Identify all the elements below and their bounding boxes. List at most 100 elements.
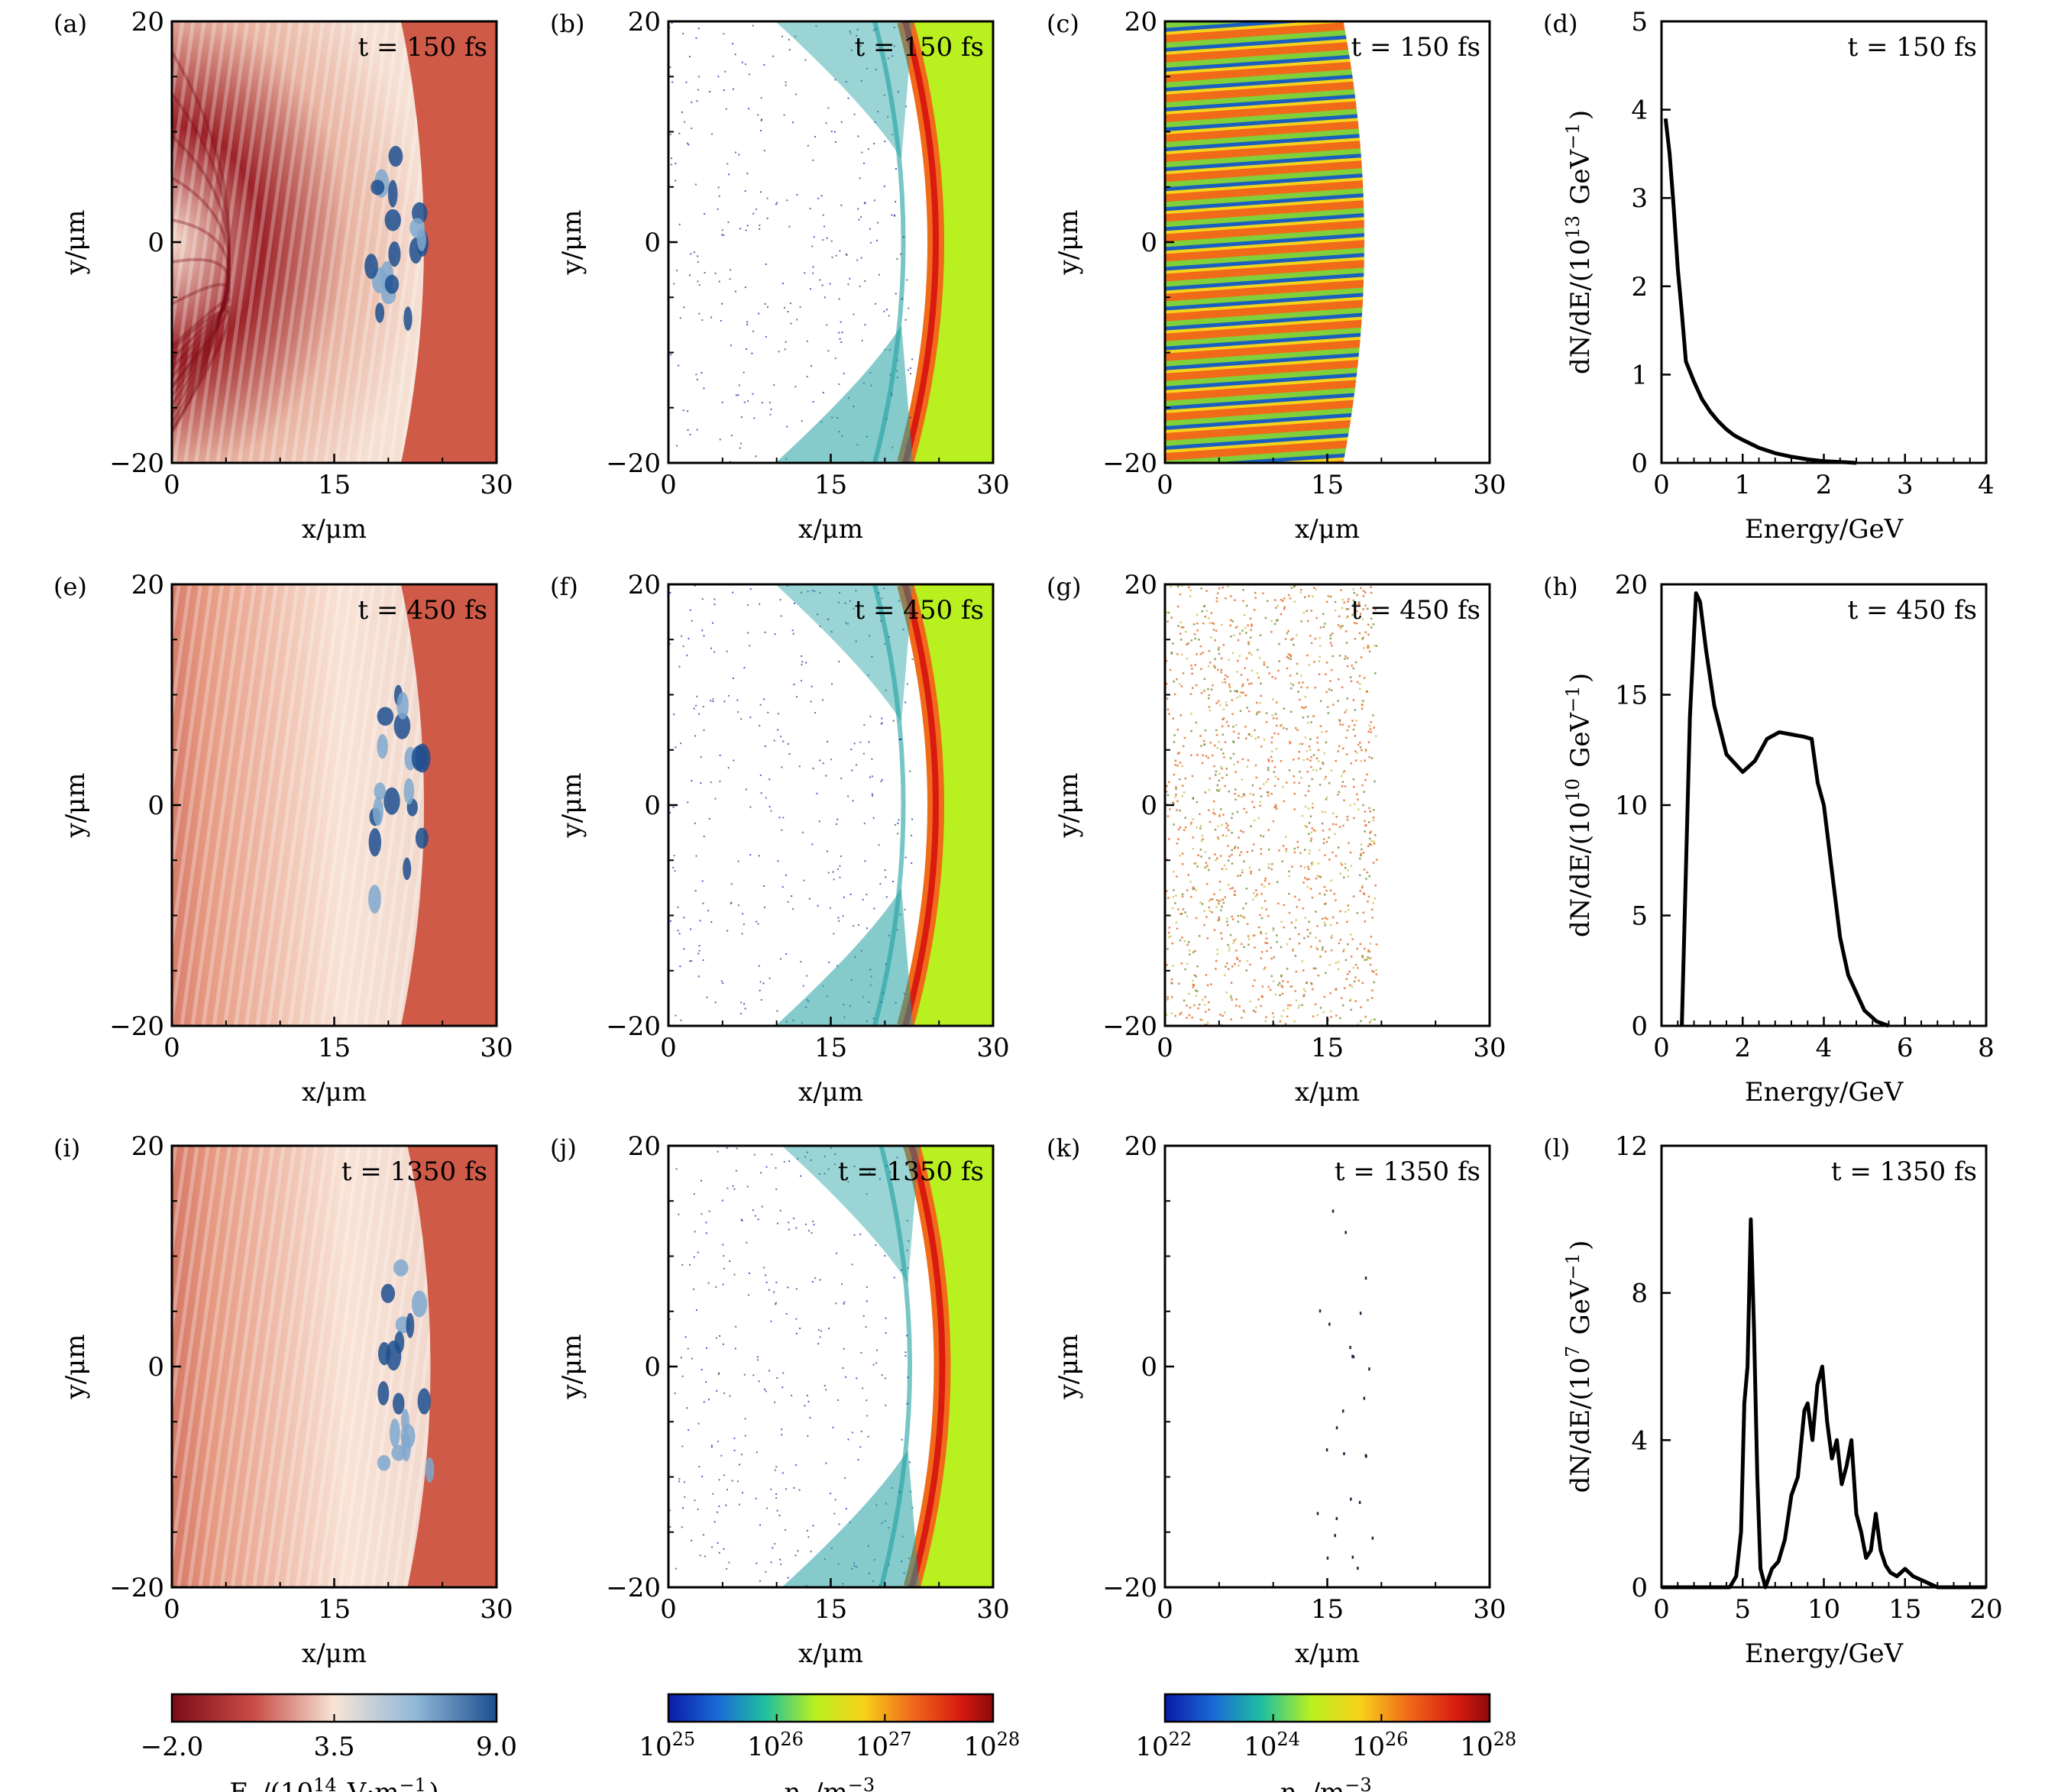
electron-dot — [893, 45, 895, 47]
colorbar-tick-label: 9.0 — [476, 1732, 517, 1762]
electron-dot — [700, 1179, 702, 1182]
positron-dot — [1286, 632, 1289, 635]
electron-dot — [849, 600, 851, 602]
positron-dot — [1286, 967, 1289, 970]
positron-dot — [1245, 657, 1248, 660]
electron-dot — [866, 1399, 868, 1402]
positron-dot — [1275, 724, 1278, 727]
electron-dot — [883, 185, 885, 187]
electron-dot — [678, 1213, 680, 1215]
electron-dot — [851, 769, 853, 771]
positron-dot — [1337, 961, 1340, 963]
positron-dot — [1201, 762, 1204, 765]
positron-dot — [1294, 955, 1297, 957]
positron-dot — [1226, 917, 1228, 920]
positron-dot — [1225, 991, 1228, 994]
positron-dot — [1216, 953, 1219, 956]
y-tick-label: 20 — [131, 7, 164, 37]
positron-dot — [1247, 643, 1250, 645]
electron-dot — [683, 1481, 685, 1483]
electron-dot — [719, 438, 721, 441]
positron-dot — [1241, 629, 1244, 632]
electron-dot — [776, 202, 778, 204]
electron-dot — [853, 742, 856, 745]
positron-dot — [1374, 780, 1376, 783]
positron-dot — [1236, 958, 1239, 961]
electron-dot — [847, 1438, 849, 1441]
positron-dot — [1213, 665, 1215, 668]
electron-dot — [675, 163, 677, 165]
positron-dot — [1322, 762, 1325, 765]
positron-dot — [1198, 639, 1200, 641]
positron-dot — [1345, 608, 1348, 610]
positron-dot — [1366, 958, 1369, 961]
positron-dot — [1186, 1004, 1188, 1007]
positron-dot — [1231, 965, 1234, 968]
positron-dot — [1308, 878, 1310, 881]
electron-dot — [778, 1514, 781, 1516]
positron-dot — [1249, 792, 1251, 795]
positron-dot — [1205, 882, 1209, 885]
positron-dot — [1340, 627, 1342, 629]
panel-label: (c) — [1047, 9, 1079, 38]
positron-dot — [1274, 804, 1277, 807]
positron-dot — [1375, 969, 1378, 972]
field-fringes — [172, 584, 424, 1026]
y-tick-label: 20 — [1124, 7, 1157, 37]
electron-dot — [787, 311, 789, 313]
electron-dot — [826, 237, 828, 239]
spectrum-line — [1680, 591, 1890, 1028]
electron-dot — [717, 1150, 719, 1153]
positron-dot — [1347, 607, 1350, 610]
positron-dot — [1321, 948, 1324, 951]
electron-dot — [789, 302, 791, 305]
electron-dot — [811, 843, 814, 846]
electron-dot — [783, 306, 785, 309]
electron-dot — [677, 930, 679, 932]
positron-dot — [1346, 697, 1348, 700]
positron-dot — [1345, 642, 1348, 644]
positron-dot — [1258, 710, 1260, 713]
field-feature — [401, 1431, 411, 1462]
positron-dot — [1199, 653, 1202, 655]
field-feature — [377, 1342, 391, 1366]
positron-dot — [1170, 585, 1172, 588]
x-tick-label: 15 — [1311, 470, 1344, 500]
positron-dot — [1205, 755, 1208, 757]
positron-dot — [1234, 626, 1238, 629]
positron-dot — [1324, 854, 1326, 856]
positron-dot — [1312, 807, 1314, 809]
positron-dot — [1352, 728, 1355, 731]
positron-dot — [1254, 979, 1256, 982]
positron-dot — [1247, 759, 1250, 762]
positron-dot — [1234, 962, 1236, 966]
positron-dot — [1218, 902, 1220, 905]
positron-dot — [1234, 938, 1237, 940]
time-label: t = 150 fs — [358, 32, 487, 63]
positron-dot — [1225, 674, 1227, 677]
electron-dot — [801, 664, 803, 666]
electron-dot — [813, 1224, 815, 1226]
positron-dot — [1310, 755, 1312, 759]
electron-dot — [902, 629, 904, 631]
positron-dot — [1218, 646, 1220, 649]
positron-dot — [1180, 912, 1183, 915]
positron-dot — [1260, 694, 1262, 697]
plot-frame — [1660, 20, 1988, 464]
electron-dot — [779, 1209, 781, 1211]
positron-dot — [1165, 682, 1168, 685]
positron-dot — [1175, 786, 1177, 788]
positron-dot — [1359, 613, 1362, 615]
positron-dot — [1167, 931, 1170, 934]
electron-dot — [743, 1003, 746, 1005]
electron-dot — [694, 890, 697, 892]
positron-dot — [1323, 921, 1326, 924]
positron-dot — [1288, 911, 1291, 914]
electron-dot — [695, 704, 697, 707]
positron-dot — [1316, 1512, 1319, 1515]
positron-dot — [1306, 771, 1309, 773]
electron-dot — [862, 1387, 864, 1389]
positron-dot — [1293, 584, 1296, 587]
positron-dot — [1260, 746, 1263, 748]
